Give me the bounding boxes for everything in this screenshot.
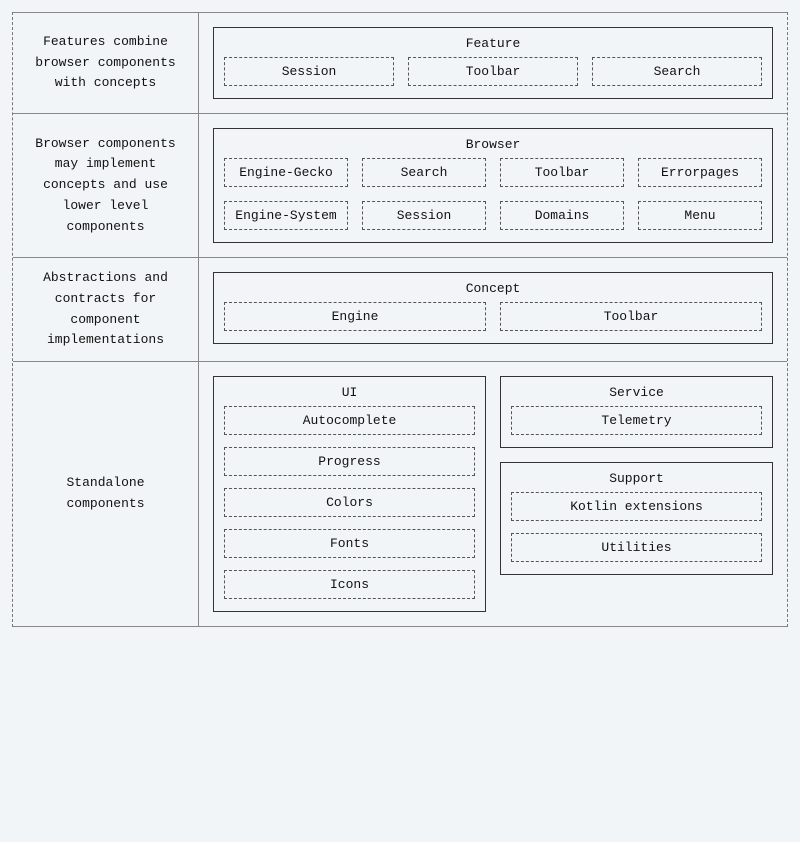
chip-fonts: Fonts [224, 529, 475, 558]
chip-stack: Autocomplete Progress Colors Fonts Icons [224, 406, 475, 599]
group-title: Feature [224, 34, 762, 57]
chip-toolbar: Toolbar [408, 57, 578, 86]
group-title: Browser [224, 135, 762, 158]
row-label: Features combine browser components with… [13, 13, 199, 113]
group-support: Support Kotlin extensions Utilities [500, 462, 773, 575]
group-title: Service [511, 383, 762, 406]
row-content: Feature Session Toolbar Search [199, 13, 787, 113]
group-title: UI [224, 383, 475, 406]
chip-row: Engine Toolbar [224, 302, 762, 331]
row-content: Concept Engine Toolbar [199, 258, 787, 361]
chip-engine: Engine [224, 302, 486, 331]
row-label: Standalone components [13, 362, 199, 626]
row-content: Browser Engine-Gecko Search Toolbar Erro… [199, 114, 787, 257]
group-ui: UI Autocomplete Progress Colors Fonts Ic… [213, 376, 486, 612]
row-features: Features combine browser components with… [13, 12, 787, 114]
col-left: UI Autocomplete Progress Colors Fonts Ic… [213, 376, 486, 612]
chip-progress: Progress [224, 447, 475, 476]
row-standalone: Standalone components UI Autocomplete Pr… [13, 362, 787, 627]
group-service: Service Telemetry [500, 376, 773, 448]
chip-grid: Engine-Gecko Search Toolbar Errorpages E… [224, 158, 762, 230]
group-browser: Browser Engine-Gecko Search Toolbar Erro… [213, 128, 773, 243]
chip-search: Search [362, 158, 486, 187]
chip-stack: Kotlin extensions Utilities [511, 492, 762, 562]
chip-colors: Colors [224, 488, 475, 517]
col-right: Service Telemetry Support Kotlin extensi… [500, 376, 773, 612]
group-concept: Concept Engine Toolbar [213, 272, 773, 344]
group-title: Concept [224, 279, 762, 302]
chip-kotlin-extensions: Kotlin extensions [511, 492, 762, 521]
diagram-outer: Features combine browser components with… [12, 12, 788, 627]
chip-toolbar: Toolbar [500, 158, 624, 187]
chip-autocomplete: Autocomplete [224, 406, 475, 435]
two-col: UI Autocomplete Progress Colors Fonts Ic… [213, 376, 773, 612]
group-feature: Feature Session Toolbar Search [213, 27, 773, 99]
chip-search: Search [592, 57, 762, 86]
chip-row: Session Toolbar Search [224, 57, 762, 86]
chip-session: Session [362, 201, 486, 230]
chip-engine-system: Engine-System [224, 201, 348, 230]
chip-engine-gecko: Engine-Gecko [224, 158, 348, 187]
row-label: Abstractions and contracts for component… [13, 258, 199, 361]
chip-errorpages: Errorpages [638, 158, 762, 187]
chip-telemetry: Telemetry [511, 406, 762, 435]
row-content: UI Autocomplete Progress Colors Fonts Ic… [199, 362, 787, 626]
chip-icons: Icons [224, 570, 475, 599]
row-browser: Browser components may implement concept… [13, 114, 787, 258]
row-label: Browser components may implement concept… [13, 114, 199, 257]
chip-session: Session [224, 57, 394, 86]
group-title: Support [511, 469, 762, 492]
chip-utilities: Utilities [511, 533, 762, 562]
chip-menu: Menu [638, 201, 762, 230]
chip-stack: Telemetry [511, 406, 762, 435]
chip-toolbar: Toolbar [500, 302, 762, 331]
row-concept: Abstractions and contracts for component… [13, 258, 787, 362]
chip-domains: Domains [500, 201, 624, 230]
